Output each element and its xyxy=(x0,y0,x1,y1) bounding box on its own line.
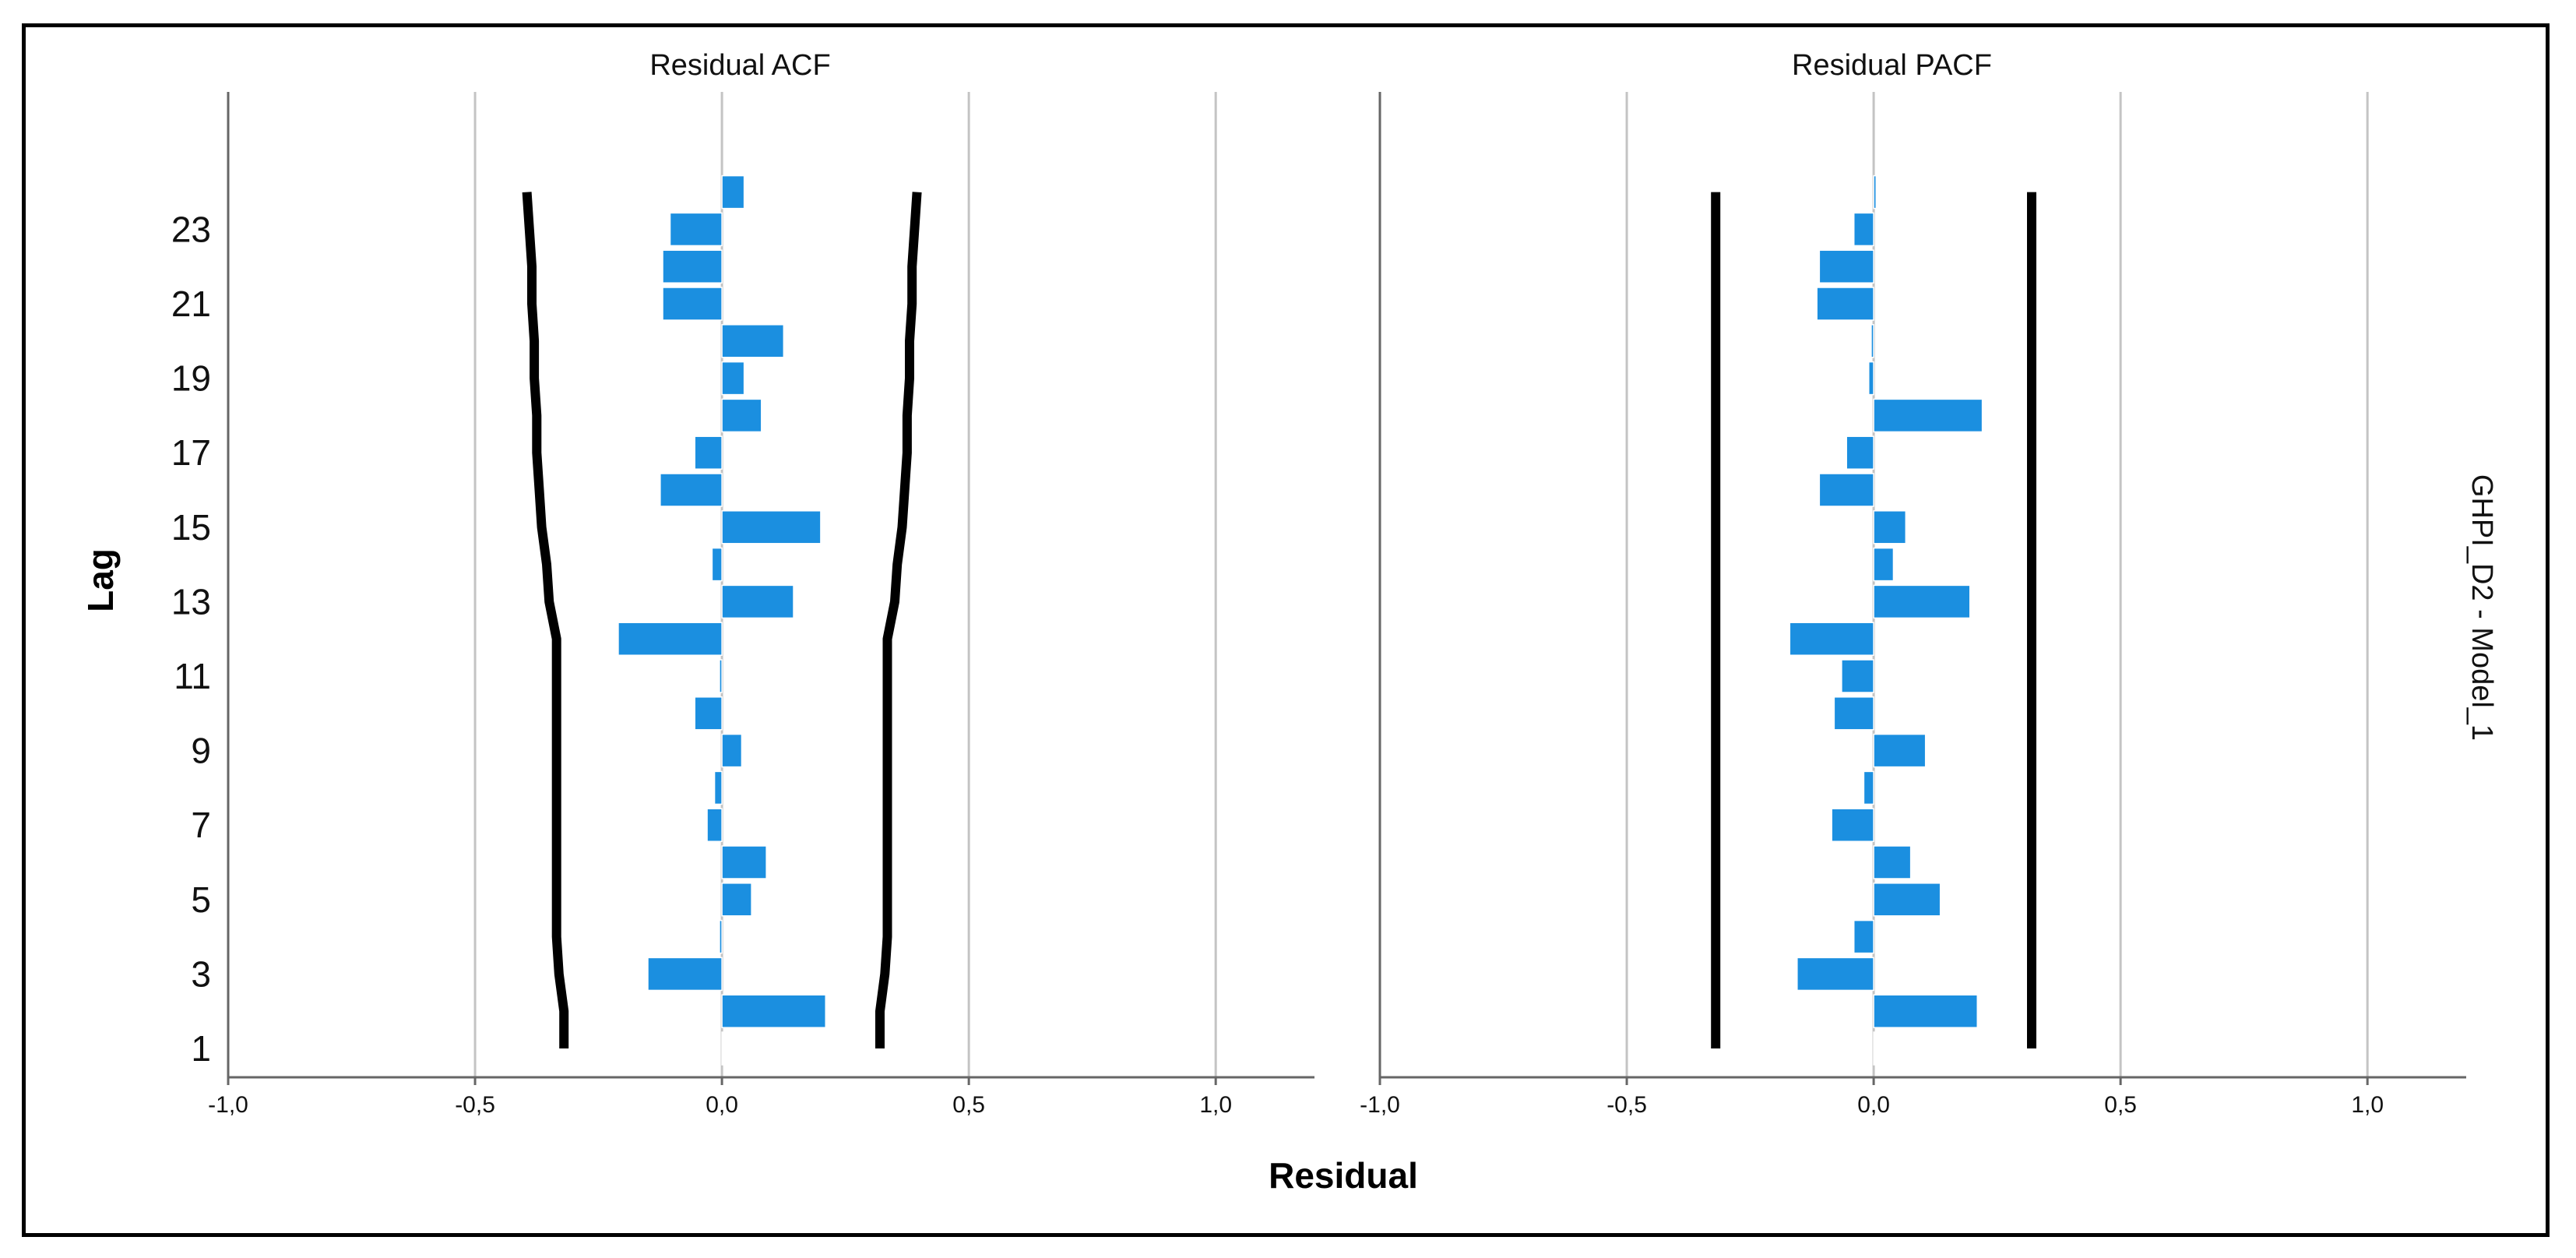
bar xyxy=(1870,324,1874,358)
bar xyxy=(721,994,826,1028)
bar xyxy=(1873,174,1877,210)
bar xyxy=(1833,696,1874,731)
x-tick-label: 0,0 xyxy=(1857,1092,1890,1118)
bar xyxy=(721,883,752,917)
bar xyxy=(618,622,723,656)
x-tick-label: -1,0 xyxy=(208,1092,248,1118)
y-tick-label: 13 xyxy=(171,581,211,622)
bar xyxy=(647,957,723,992)
y-tick-label: 17 xyxy=(171,432,211,473)
bar xyxy=(719,659,723,693)
y-tick-label: 3 xyxy=(191,953,211,994)
x-tick-label: 0,0 xyxy=(706,1092,738,1118)
bar xyxy=(1863,770,1874,805)
bar xyxy=(662,249,723,284)
chart-frame xyxy=(22,23,2550,1237)
bar xyxy=(1873,584,1971,619)
x-tick-label: -0,5 xyxy=(455,1092,495,1118)
bar xyxy=(721,733,743,768)
y-tick-label: 9 xyxy=(191,731,211,771)
x-tick-label: 1,0 xyxy=(1199,1092,1232,1118)
bar xyxy=(694,435,723,470)
bar xyxy=(721,510,822,544)
bar xyxy=(721,324,785,358)
bar xyxy=(1873,733,1927,768)
y-axis-title: Lag xyxy=(80,548,121,612)
y-tick-label: 15 xyxy=(171,507,211,548)
bar xyxy=(721,361,745,396)
chart-panels: Residual ACF-1,0 -0,5 0,0 0,5 1,013579111315… xyxy=(171,49,2466,1118)
bar xyxy=(1873,994,1978,1028)
bar xyxy=(1868,361,1874,396)
bar xyxy=(1816,287,1874,321)
bar xyxy=(721,174,745,210)
bar xyxy=(713,770,723,805)
x-tick-label: 1,0 xyxy=(2351,1092,2384,1118)
bar xyxy=(1818,249,1874,284)
bar xyxy=(662,287,723,321)
x-tick-label: -1,0 xyxy=(1360,1092,1400,1118)
bar xyxy=(721,845,767,879)
y-tick-label: 1 xyxy=(191,1028,211,1069)
bar xyxy=(1797,957,1874,992)
bar xyxy=(721,584,794,619)
y-tick-label: 7 xyxy=(191,805,211,845)
lower-confidence-limit xyxy=(522,192,569,1048)
bar xyxy=(1873,547,1895,582)
y-tick-label: 5 xyxy=(191,879,211,920)
x-axis-title: Residual xyxy=(1269,1155,1418,1196)
panel-title: Residual PACF xyxy=(1792,49,1992,82)
x-tick-label: 0,5 xyxy=(2104,1092,2137,1118)
bar xyxy=(706,808,723,842)
bar xyxy=(1873,1031,1876,1066)
bar xyxy=(1841,659,1874,693)
y-tick-label: 21 xyxy=(171,284,211,324)
bar xyxy=(1873,845,1912,879)
y-tick-label: 23 xyxy=(171,209,211,249)
y-tick-label: 11 xyxy=(174,656,211,696)
panel-pacf: Residual PACF -1,0 -0,5 0,0 0,5 1,0 xyxy=(1360,49,2466,1118)
bar xyxy=(721,1031,724,1066)
bar xyxy=(669,212,723,247)
bar xyxy=(1853,212,1874,247)
y-tick-label: 19 xyxy=(171,358,211,399)
bar xyxy=(660,473,723,507)
bar xyxy=(1873,510,1907,544)
bar xyxy=(694,696,723,731)
bar xyxy=(1853,919,1874,954)
model-label: GHPI_D2 - Model_1 xyxy=(2465,474,2498,741)
bar xyxy=(1873,883,1941,917)
bar xyxy=(1846,435,1874,470)
x-tick-label: -0,5 xyxy=(1606,1092,1647,1118)
upper-confidence-limit xyxy=(875,192,922,1048)
bar xyxy=(721,398,762,433)
panel-acf: Residual ACF-1,0 -0,5 0,0 0,5 1,013579111315… xyxy=(171,49,1314,1118)
x-tick-label: 0,5 xyxy=(952,1092,985,1118)
bar xyxy=(1818,473,1874,507)
bar xyxy=(1831,808,1874,842)
bar xyxy=(1873,398,1983,433)
bar xyxy=(711,547,723,582)
bar xyxy=(1789,622,1874,656)
panel-title: Residual ACF xyxy=(649,49,830,82)
bar xyxy=(719,919,723,954)
